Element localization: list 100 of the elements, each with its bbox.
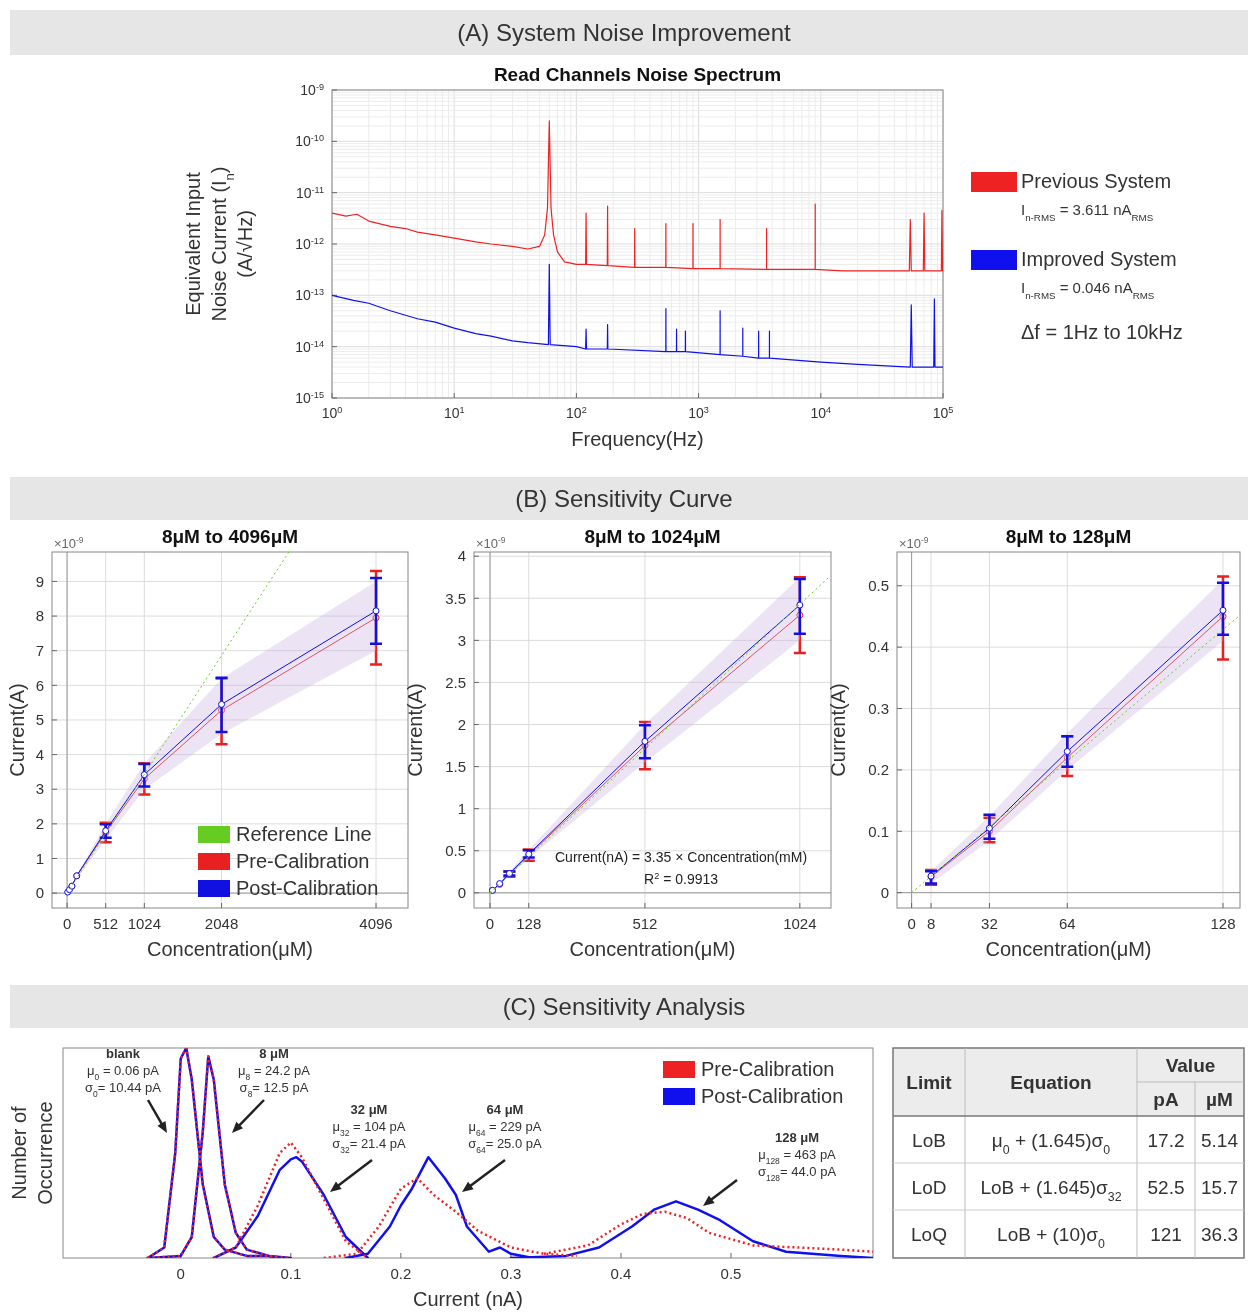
text: μ$_{0}$ + (1.645)σ$_{0}$ (991, 1129, 1111, 1157)
y-tick-label: 0.5 (868, 577, 889, 595)
y-tick-label: 2 (35, 815, 44, 833)
text: LoB + (10)σ$_{0}$ (997, 1224, 1106, 1251)
text: 5.14 (1201, 1129, 1239, 1151)
x-axis-title: Concentration(μM) (569, 938, 736, 960)
text: LoD (911, 1176, 947, 1198)
x-tick-label: 10$^{5}$ (932, 405, 954, 421)
y-tick-label: 9 (35, 572, 44, 590)
y-tick-label: 5 (35, 711, 44, 729)
chart-title: 8μM to 1024μM (584, 526, 721, 547)
legend-label: Pre-Calibration (236, 850, 370, 872)
x-tick-label: 64 (1058, 915, 1076, 932)
chart-title: 8μM to 128μM (1005, 526, 1132, 547)
y-tick-label: 0.4 (868, 638, 889, 656)
y-tick-label: 10$^{-9}$ (300, 81, 324, 98)
text: Equation (1010, 1072, 1092, 1093)
y-tick-label: 10$^{-11}$ (295, 184, 324, 201)
y-tick-label: 2.5 (445, 673, 466, 691)
x-tick-label: 32 (981, 915, 998, 932)
y-tick-label: 0.5 (445, 842, 466, 860)
y-tick-label: 10$^{-12}$ (295, 235, 324, 252)
text: ×10$^{-9}$ (54, 535, 84, 551)
legend-label: Post-Calibration (236, 877, 379, 899)
text: µM (1206, 1089, 1233, 1110)
text: 15.7 (1201, 1176, 1238, 1198)
legend-label: Pre-Calibration (701, 1058, 835, 1080)
text: Δf = 1Hz to 10kHz (1021, 321, 1183, 343)
chart-title: 8μM to 4096μM (161, 526, 299, 547)
x-tick-label: 0 (176, 1265, 185, 1282)
y-tick-label: 1.5 (445, 757, 466, 775)
text: I$_{n-RMS}$ = 3.611 nA$_{RMS}$ (1021, 201, 1154, 223)
legend-label: Improved System (1021, 248, 1177, 270)
y-tick-label: 2 (457, 715, 466, 733)
y-tick-label: 1 (35, 849, 44, 867)
text: Limit (906, 1072, 953, 1093)
chart-subtitle: (B) Sensitivity Curve (515, 484, 733, 512)
x-tick-label: 2048 (204, 915, 239, 932)
text: ×10$^{-9}$ (899, 535, 929, 551)
chart-title: Read Channels Noise Spectrum (493, 64, 782, 85)
annotation: R$^{2}$ = 0.9913 (644, 871, 719, 887)
y-axis-title: Number of Occurrence (8, 1101, 56, 1205)
chart-subtitle: (A) System Noise Improvement (457, 18, 792, 46)
y-tick-label: 3 (457, 631, 466, 649)
y-tick-label: 10$^{-15}$ (295, 389, 324, 406)
y-tick-label: 4 (35, 745, 44, 763)
x-tick-label: 10$^{4}$ (810, 405, 832, 421)
x-tick-label: 4096 (359, 915, 393, 932)
y-axis-title: Current(A) (404, 683, 426, 777)
y-axis-title: Current(A) (827, 683, 849, 777)
x-tick-label: 1024 (783, 915, 817, 932)
y-tick-label: 10$^{-13}$ (295, 287, 324, 304)
text: 128 μM μ$_{128}$ = 463 pA σ$_{128}$= 44.0 pA (757, 1130, 837, 1183)
x-tick-label: 10$^{3}$ (688, 405, 709, 421)
y-tick-label: 6 (35, 676, 44, 694)
x-tick-label: 512 (93, 915, 119, 932)
y-tick-label: 10$^{-14}$ (295, 338, 324, 355)
y-tick-label: 0.3 (868, 699, 889, 717)
x-tick-label: 8 (926, 915, 936, 932)
x-tick-label: 10$^{2}$ (566, 405, 587, 421)
annotation: 8 μM μ$_{8}$ = 24.2 pA σ$_{8}$= 12.5 pA (238, 1046, 311, 1099)
y-axis-title: Current(A) (6, 683, 28, 777)
annotation: 32 μM μ$_{32}$ = 104 pA σ$_{32}$= 21.4 pA (332, 1102, 407, 1155)
x-axis-title: Current (nA) (412, 1288, 524, 1310)
text: pA (1153, 1089, 1179, 1110)
x-tick-label: 10$^{0}$ (321, 405, 343, 421)
annotation: blank μ$_{0}$ = 0.06 pA σ$_{0}$= 10.44 pA (85, 1046, 162, 1099)
text: LoQ (911, 1224, 947, 1245)
text: Value (1165, 1055, 1216, 1076)
x-tick-label: 0 (62, 915, 72, 932)
x-tick-label: 10$^{1}$ (443, 405, 465, 421)
x-axis-title: Concentration(μM) (146, 938, 314, 960)
y-tick-label: 8 (35, 607, 44, 625)
x-tick-label: 0.3 (500, 1265, 522, 1282)
annotation: 64 μM μ$_{64}$ = 229 pA σ$_{64}$= 25.0 pA (468, 1102, 543, 1155)
x-tick-label: 1024 (127, 915, 162, 932)
text: 121 (1150, 1224, 1182, 1245)
annotation: Current(nA) = 3.35 × Concentration(mM) (555, 849, 808, 865)
chart-subtitle: (C) Sensitivity Analysis (502, 992, 746, 1020)
text: 17.2 (1147, 1129, 1185, 1151)
text: 52.5 (1147, 1176, 1185, 1198)
x-tick-label: 128 (516, 915, 542, 932)
text: LoB (912, 1129, 946, 1151)
text: 36.3 (1201, 1224, 1238, 1245)
y-tick-label: 3 (35, 780, 44, 798)
x-tick-label: 128 (1210, 915, 1236, 932)
legend-label: Previous System (1021, 170, 1172, 192)
legend-label: Post-Calibration (701, 1085, 844, 1107)
x-tick-label: 0.1 (280, 1265, 302, 1282)
x-tick-label: 512 (632, 915, 658, 932)
x-tick-label: 0 (485, 915, 495, 932)
y-tick-label: 0 (880, 883, 889, 901)
y-tick-label: 1 (457, 799, 466, 817)
text: LoB + (1.645)σ$_{32}$ (980, 1176, 1122, 1204)
y-tick-label: 3.5 (445, 589, 466, 607)
x-axis-title: Frequency(Hz) (571, 428, 704, 450)
text: I$_{n-RMS}$ = 0.046 nA$_{RMS}$ (1021, 279, 1155, 301)
y-tick-label: 4 (457, 547, 466, 565)
x-tick-label: 0.4 (610, 1265, 632, 1282)
text: ×10$^{-9}$ (476, 535, 506, 551)
